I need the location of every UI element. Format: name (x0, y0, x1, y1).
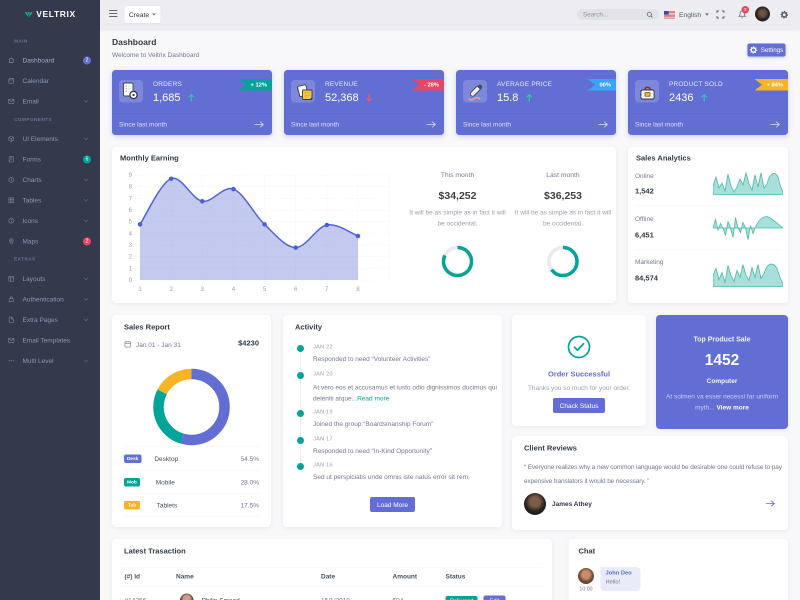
svg-text:7: 7 (325, 287, 329, 293)
svg-text:8: 8 (129, 185, 133, 191)
svg-text:3: 3 (129, 243, 133, 249)
svg-text:5: 5 (263, 287, 267, 293)
svg-text:8: 8 (356, 287, 360, 293)
svg-text:4: 4 (232, 287, 236, 293)
svg-text:7: 7 (129, 196, 133, 202)
svg-text:5: 5 (129, 220, 133, 226)
svg-text:6: 6 (294, 287, 298, 293)
svg-text:4: 4 (129, 231, 133, 237)
svg-text:2: 2 (169, 287, 173, 293)
svg-text:9: 9 (129, 173, 133, 179)
svg-text:6: 6 (129, 208, 133, 214)
svg-text:2: 2 (129, 255, 133, 261)
svg-text:3: 3 (201, 287, 205, 293)
svg-text:1: 1 (129, 266, 133, 272)
svg-text:0: 0 (129, 278, 133, 284)
svg-text:1: 1 (138, 287, 142, 293)
